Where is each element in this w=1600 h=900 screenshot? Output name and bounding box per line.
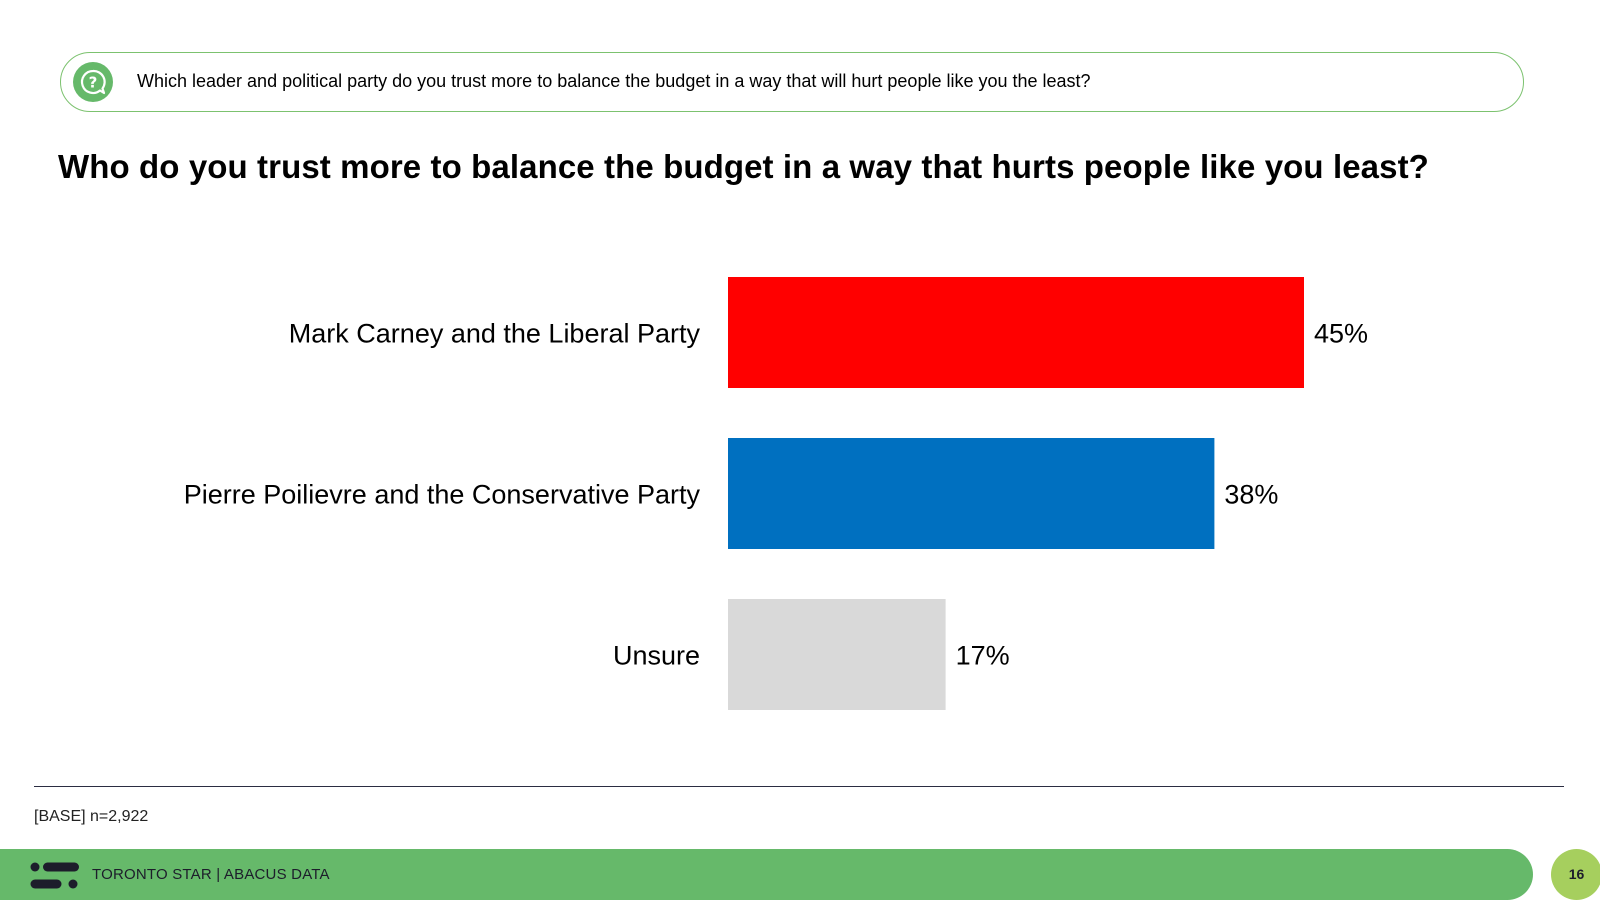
question-bubble-icon: ? <box>73 62 113 102</box>
category-label-2: Pierre Poilievre and the Conservative Pa… <box>184 480 701 510</box>
question-box: ? Which leader and political party do yo… <box>60 52 1524 112</box>
category-label-1: Mark Carney and the Liberal Party <box>289 319 701 349</box>
value-label-1: 45% <box>1314 319 1368 349</box>
footer-bar: TORONTO STAR | ABACUS DATA <box>0 849 1533 900</box>
bar-3 <box>728 599 946 710</box>
value-label-3: 17% <box>956 641 1010 671</box>
bar-1 <box>728 277 1304 388</box>
value-label-2: 38% <box>1224 480 1278 510</box>
footer-brand: TORONTO STAR | ABACUS DATA <box>92 866 330 883</box>
footer-divider <box>34 786 1564 787</box>
bar-chart: Mark Carney and the Liberal Party 45% Pier… <box>184 277 1368 710</box>
question-text: Which leader and political party do you … <box>137 71 1091 91</box>
abacus-logo-icon <box>30 862 79 889</box>
svg-text:?: ? <box>89 74 98 92</box>
bar-2 <box>728 438 1215 549</box>
base-footnote: [BASE] n=2,922 <box>34 808 149 825</box>
page-number: 16 <box>1551 849 1600 900</box>
chart-title: Who do you trust more to balance the bud… <box>58 148 1429 185</box>
category-label-3: Unsure <box>613 641 700 671</box>
